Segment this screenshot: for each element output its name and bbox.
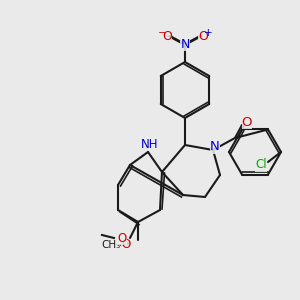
Text: O: O bbox=[242, 116, 252, 128]
Text: +: + bbox=[204, 28, 212, 38]
Text: O: O bbox=[117, 232, 127, 244]
Text: O: O bbox=[198, 29, 208, 43]
Text: O: O bbox=[162, 29, 172, 43]
Text: N: N bbox=[210, 140, 220, 154]
Text: NH: NH bbox=[141, 137, 159, 151]
Text: N: N bbox=[180, 38, 190, 50]
Text: CH₃: CH₃ bbox=[101, 240, 121, 250]
Text: Cl: Cl bbox=[255, 158, 267, 172]
Text: −: − bbox=[158, 28, 166, 38]
Text: O: O bbox=[122, 238, 130, 251]
